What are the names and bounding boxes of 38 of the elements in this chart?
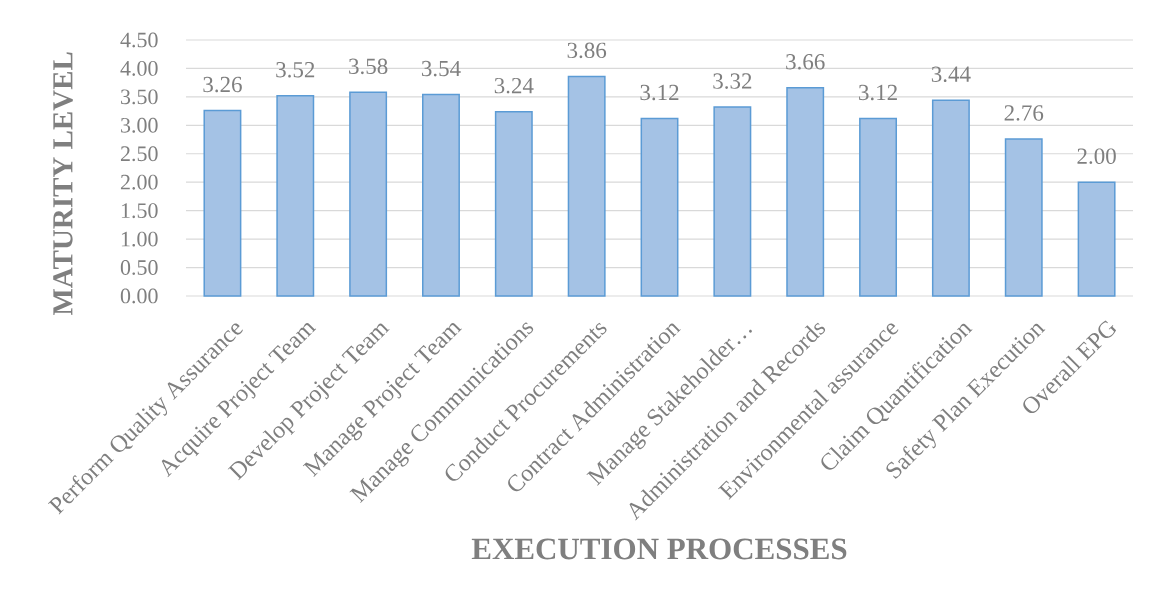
bar bbox=[931, 99, 970, 297]
y-tick-label: 0.50 bbox=[120, 260, 158, 276]
bar bbox=[713, 106, 752, 297]
y-tick-label: 4.50 bbox=[120, 32, 158, 48]
data-label: 3.86 bbox=[567, 42, 607, 59]
data-label: 2.00 bbox=[1077, 148, 1116, 165]
bar bbox=[640, 117, 679, 297]
y-tick-label: 2.50 bbox=[120, 146, 158, 162]
bar bbox=[349, 91, 388, 297]
bar bbox=[494, 110, 533, 297]
data-label: 3.58 bbox=[349, 58, 388, 75]
x-axis-title: EXECUTION PROCESSES bbox=[471, 538, 847, 560]
data-label: 3.32 bbox=[713, 73, 752, 89]
data-label: 3.12 bbox=[640, 84, 679, 101]
data-label: 2.76 bbox=[1004, 105, 1044, 121]
bar bbox=[859, 117, 898, 297]
data-label: 3.54 bbox=[421, 60, 461, 77]
data-label: 3.12 bbox=[859, 84, 897, 101]
data-label: 3.24 bbox=[494, 77, 534, 94]
y-tick-label: 3.00 bbox=[121, 117, 158, 133]
bar bbox=[1077, 181, 1116, 297]
data-label: 3.52 bbox=[276, 61, 315, 78]
y-tick-label: 0.00 bbox=[120, 288, 158, 304]
y-tick-label: 2.00 bbox=[120, 174, 158, 190]
bar bbox=[276, 94, 315, 297]
bar bbox=[786, 87, 825, 297]
y-tick-label: 1.50 bbox=[121, 203, 158, 219]
bar bbox=[1004, 138, 1043, 297]
data-label: 3.26 bbox=[203, 76, 242, 93]
data-label: 3.66 bbox=[786, 54, 825, 70]
y-tick-label: 4.00 bbox=[120, 60, 158, 76]
y-axis-title: MATURITY LEVEL bbox=[53, 52, 73, 316]
bar bbox=[203, 109, 242, 297]
y-tick-label: 1.00 bbox=[121, 231, 158, 247]
bar bbox=[422, 93, 460, 297]
y-tick-label: 3.50 bbox=[121, 89, 158, 105]
bar bbox=[567, 75, 606, 297]
data-label: 3.44 bbox=[931, 66, 971, 83]
